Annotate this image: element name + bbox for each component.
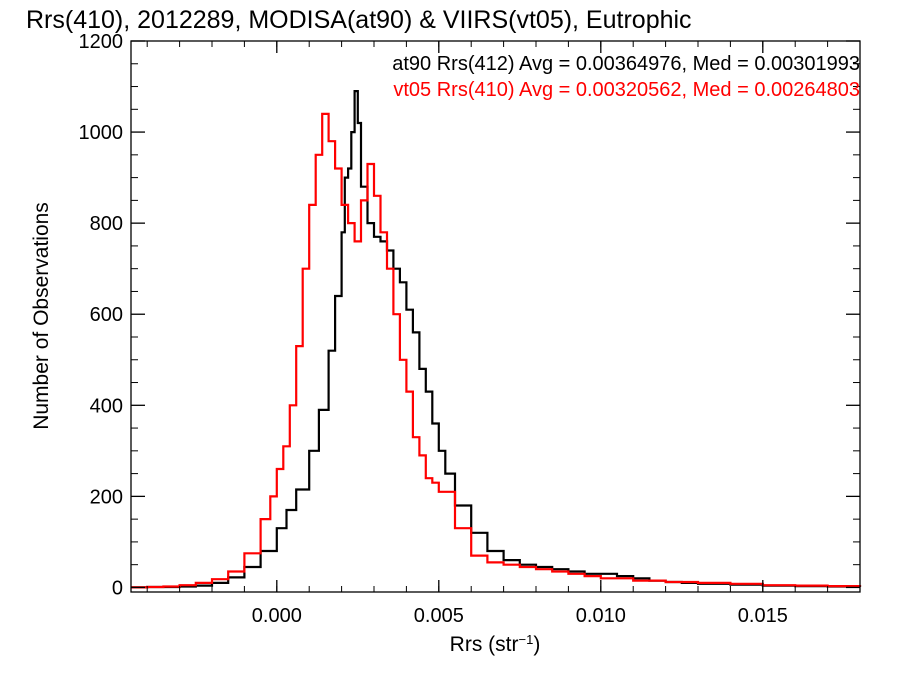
stat-annotation: at90 Rrs(412) Avg = 0.00364976, Med = 0.… (392, 53, 860, 75)
stat-annotation: vt05 Rrs(410) Avg = 0.00320562, Med = 0.… (393, 79, 860, 101)
plot-series (131, 90, 862, 589)
x-tick-label: 0.000 (252, 605, 302, 627)
plot-frame (130, 40, 861, 593)
y-axis-label: Number of Observations (30, 202, 53, 430)
y-tick-label: 800 (90, 213, 123, 235)
axis-ticks: 0.000 0.005 0.010 0.015 0 200 400 600 800 1000 120… (79, 31, 860, 627)
y-tick-label: 400 (90, 395, 123, 417)
series-vt05-line (131, 112, 862, 589)
x-tick-label: 0.010 (576, 605, 626, 627)
x-tick-label: 0.005 (414, 605, 464, 627)
y-tick-label: 0 (112, 577, 123, 599)
annotations: at90 Rrs(412) Avg = 0.00364976, Med = 0.… (392, 53, 860, 101)
y-tick-label: 600 (90, 304, 123, 326)
x-tick-label: 0.015 (738, 605, 788, 627)
series-at90-line (131, 90, 862, 589)
y-tick-label: 1200 (79, 31, 124, 53)
chart-title: Rrs(410), 2012289, MODISA(at90) & VIIRS(… (26, 6, 692, 34)
y-tick-label: 200 (90, 486, 123, 508)
x-axis-label: Rrs (str−1) (450, 632, 541, 657)
y-tick-label: 1000 (79, 122, 124, 144)
